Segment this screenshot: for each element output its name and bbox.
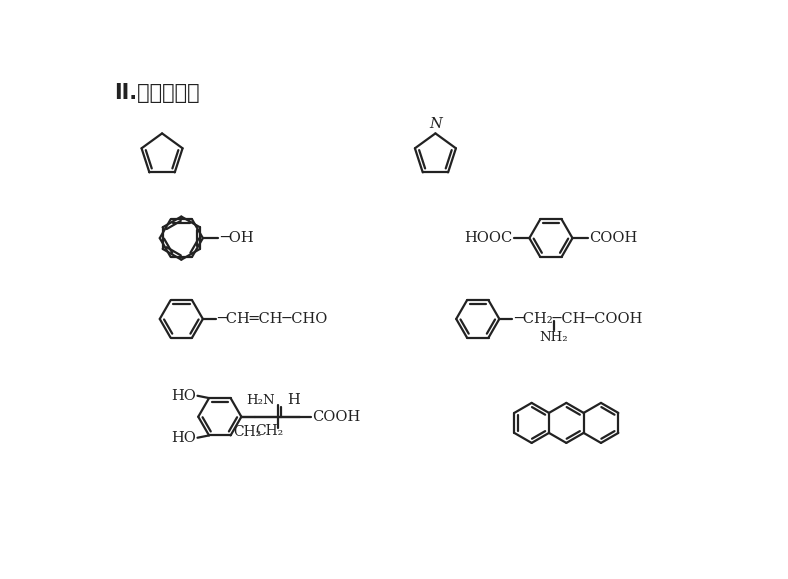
Text: ─CH₂─CH─COOH: ─CH₂─CH─COOH: [514, 312, 642, 326]
Text: N: N: [429, 117, 442, 131]
Text: CH₂: CH₂: [255, 424, 284, 438]
Text: COOH: COOH: [589, 231, 637, 245]
Text: NH₂: NH₂: [540, 331, 568, 343]
Text: II.环状化合物: II.环状化合物: [114, 83, 200, 103]
Text: H: H: [288, 393, 300, 406]
Text: ─OH: ─OH: [220, 231, 254, 245]
Text: HO: HO: [171, 389, 196, 403]
Text: ─CH═CH─CHO: ─CH═CH─CHO: [217, 312, 328, 326]
Text: HOOC: HOOC: [464, 231, 512, 245]
Text: COOH: COOH: [312, 410, 360, 424]
Text: CH₂: CH₂: [233, 425, 262, 439]
Text: HO: HO: [171, 431, 196, 445]
Text: H₂N: H₂N: [247, 394, 275, 406]
